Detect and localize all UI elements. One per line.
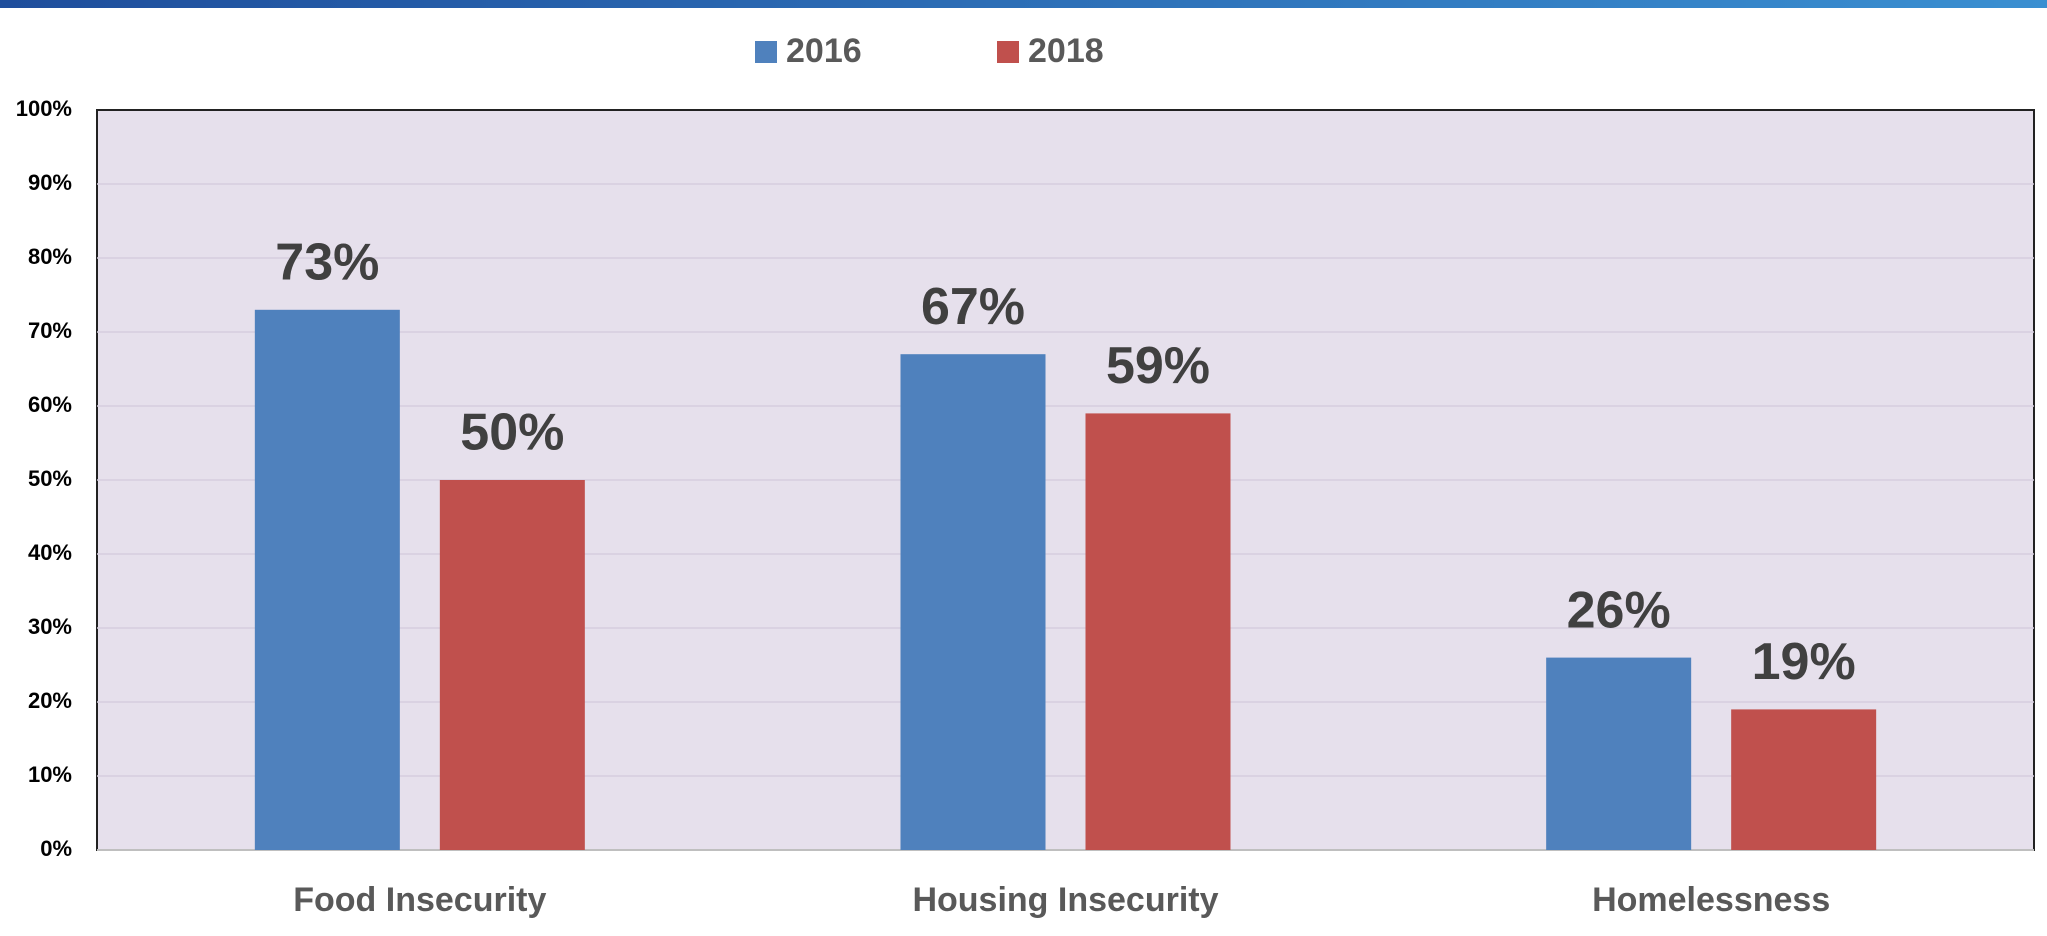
data-label: 19% — [1752, 633, 1856, 691]
data-label: 73% — [275, 234, 379, 292]
data-label: 59% — [1106, 337, 1210, 395]
data-label: 67% — [921, 278, 1025, 336]
x-tick-label: Homelessness — [1592, 881, 1830, 919]
y-tick-label: 0% — [40, 836, 72, 861]
data-label: 50% — [460, 404, 564, 462]
bar — [900, 354, 1046, 850]
y-tick-label: 80% — [28, 244, 72, 269]
x-tick-label: Housing Insecurity — [912, 881, 1218, 919]
y-tick-label: 40% — [28, 540, 72, 565]
y-tick-label: 100% — [16, 96, 72, 121]
legend-swatch — [755, 41, 777, 63]
y-tick-label: 50% — [28, 466, 72, 491]
header-band — [0, 0, 2047, 8]
y-tick-label: 30% — [28, 614, 72, 639]
legend-label: 2018 — [1028, 32, 1104, 70]
y-tick-label: 70% — [28, 318, 72, 343]
y-tick-label: 20% — [28, 688, 72, 713]
y-tick-label: 60% — [28, 392, 72, 417]
y-tick-label: 10% — [28, 762, 72, 787]
y-tick-label: 90% — [28, 170, 72, 195]
bar — [1546, 657, 1692, 850]
data-label: 26% — [1567, 581, 1671, 639]
bar — [254, 309, 400, 850]
legend-swatch — [997, 41, 1019, 63]
bar — [1085, 413, 1231, 850]
x-tick-label: Food Insecurity — [293, 881, 546, 919]
bar — [1731, 709, 1877, 850]
bar — [439, 480, 585, 850]
legend-label: 2016 — [786, 32, 862, 70]
